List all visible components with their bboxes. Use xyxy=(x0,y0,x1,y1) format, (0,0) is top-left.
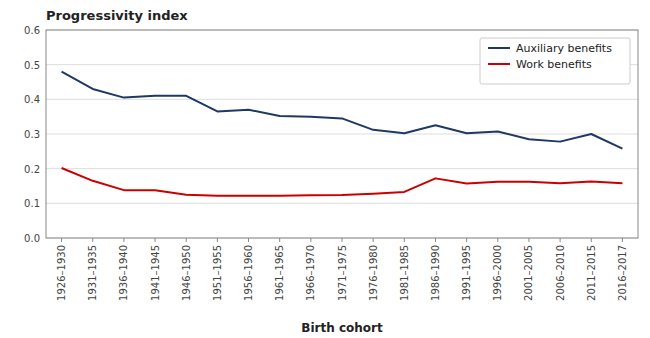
x-tick xyxy=(466,238,467,242)
x-tick-label: 1946–1950 xyxy=(181,245,192,301)
x-tick xyxy=(435,238,436,242)
x-tick-label: 1926–1930 xyxy=(56,245,67,301)
x-tick xyxy=(248,238,249,242)
x-tick-label: 1961–1965 xyxy=(274,245,285,301)
plot-frame xyxy=(46,30,638,238)
x-tick xyxy=(622,238,623,242)
x-tick xyxy=(560,238,561,242)
x-tick-label: 1951–1955 xyxy=(212,245,223,301)
x-axis-label: Birth cohort xyxy=(301,321,383,335)
series-group xyxy=(62,72,623,196)
x-tick xyxy=(217,238,218,242)
x-tick-label: 2006–2010 xyxy=(555,245,566,301)
x-tick-label: 1966–1970 xyxy=(305,245,316,301)
x-tick-label: 1981–1985 xyxy=(399,245,410,301)
x-tick-label: 2016–2017 xyxy=(617,245,628,301)
x-tick-label: 1986–1990 xyxy=(430,245,441,301)
x-tick-label: 1936–1940 xyxy=(118,245,129,301)
y-tick-label: 0.1 xyxy=(24,198,40,209)
title: Progressivity index xyxy=(46,8,188,23)
x-tick xyxy=(591,238,592,242)
grid-line xyxy=(46,203,638,204)
x-tick-label: 1976–1980 xyxy=(368,245,379,301)
y-tick-label: 0.6 xyxy=(24,25,40,36)
x-tick-label: 1991–1995 xyxy=(461,245,472,301)
x-tick xyxy=(373,238,374,242)
series-line xyxy=(62,168,623,196)
chart: Progressivity index 0.0 0.1 0.2 0.3 0.4 0.5 0.6… xyxy=(0,0,650,338)
x-tick-label: 1941–1945 xyxy=(150,245,161,301)
x-tick xyxy=(342,238,343,242)
grid-line xyxy=(46,168,638,169)
x-tick xyxy=(404,238,405,242)
y-tick-label: 0.0 xyxy=(24,233,40,244)
x-tick-label: 2011–2015 xyxy=(586,245,597,301)
x-tick xyxy=(155,238,156,242)
x-tick-label: 1971–1975 xyxy=(337,245,348,301)
legend-label: Work benefits xyxy=(516,58,592,71)
x-tick xyxy=(123,238,124,242)
y-tick-label: 0.2 xyxy=(24,164,40,175)
legend-box xyxy=(480,38,630,84)
x-tick xyxy=(279,238,280,242)
grid-line xyxy=(46,99,638,100)
legend-swatch xyxy=(488,47,510,49)
x-tick xyxy=(186,238,187,242)
x-tick-label: 2001–2005 xyxy=(523,245,534,301)
x-tick xyxy=(92,238,93,242)
y-tick-label: 0.4 xyxy=(24,94,40,105)
legend-label: Auxiliary benefits xyxy=(516,42,612,55)
x-tick xyxy=(528,238,529,242)
legend-swatch xyxy=(488,63,510,65)
x-tick-label: 1956–1960 xyxy=(243,245,254,301)
x-tick-label: 1996–2000 xyxy=(492,245,503,301)
y-tick-label: 0.5 xyxy=(24,60,40,71)
x-tick xyxy=(497,238,498,242)
legend: Auxiliary benefits Work benefits xyxy=(480,38,630,84)
x-tick xyxy=(61,238,62,242)
x-tick xyxy=(310,238,311,242)
y-tick-label: 0.3 xyxy=(24,129,40,140)
grid-line xyxy=(46,134,638,135)
x-tick-label: 1931–1935 xyxy=(87,245,98,301)
